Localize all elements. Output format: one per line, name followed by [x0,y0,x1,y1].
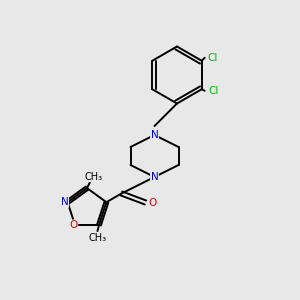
Text: O: O [69,220,78,230]
Text: CH₃: CH₃ [88,232,106,243]
Text: Cl: Cl [207,53,217,63]
Text: N: N [61,197,68,207]
Text: Cl: Cl [208,86,218,96]
Text: O: O [148,197,156,208]
Text: CH₃: CH₃ [85,172,103,182]
Text: N: N [151,172,158,182]
Text: N: N [151,130,158,140]
